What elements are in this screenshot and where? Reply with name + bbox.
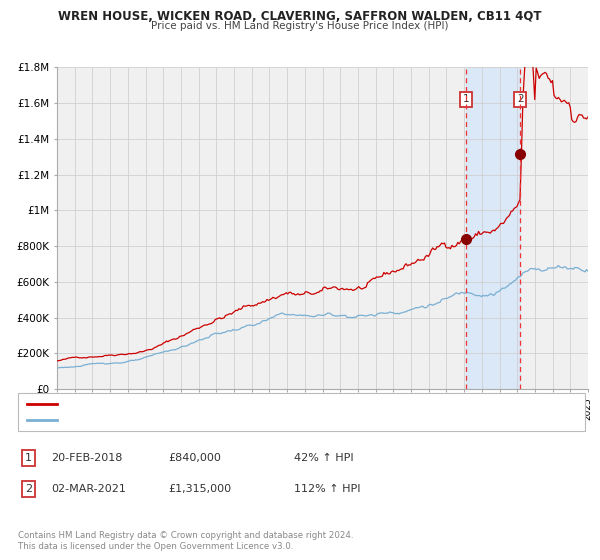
Text: HPI: Average price, detached house, Uttlesford: HPI: Average price, detached house, Uttl…: [62, 415, 290, 425]
Text: 1: 1: [463, 95, 470, 104]
Text: £1,315,000: £1,315,000: [168, 484, 231, 494]
Text: Contains HM Land Registry data © Crown copyright and database right 2024.: Contains HM Land Registry data © Crown c…: [18, 531, 353, 540]
Text: This data is licensed under the Open Government Licence v3.0.: This data is licensed under the Open Gov…: [18, 542, 293, 551]
Bar: [466, 67, 520, 389]
Text: 02-MAR-2021: 02-MAR-2021: [51, 484, 126, 494]
Text: £840,000: £840,000: [168, 453, 221, 463]
Text: 20-FEB-2018: 20-FEB-2018: [51, 453, 122, 463]
Text: 1: 1: [25, 453, 32, 463]
Text: 112% ↑ HPI: 112% ↑ HPI: [294, 484, 361, 494]
Text: Price paid vs. HM Land Registry's House Price Index (HPI): Price paid vs. HM Land Registry's House …: [151, 21, 449, 31]
Text: WREN HOUSE, WICKEN ROAD, CLAVERING, SAFFRON WALDEN, CB11 4QT (detached hou: WREN HOUSE, WICKEN ROAD, CLAVERING, SAFF…: [62, 399, 496, 409]
Text: 2: 2: [517, 95, 524, 104]
Text: WREN HOUSE, WICKEN ROAD, CLAVERING, SAFFRON WALDEN, CB11 4QT: WREN HOUSE, WICKEN ROAD, CLAVERING, SAFF…: [58, 10, 542, 23]
Text: 42% ↑ HPI: 42% ↑ HPI: [294, 453, 353, 463]
Text: 2: 2: [25, 484, 32, 494]
